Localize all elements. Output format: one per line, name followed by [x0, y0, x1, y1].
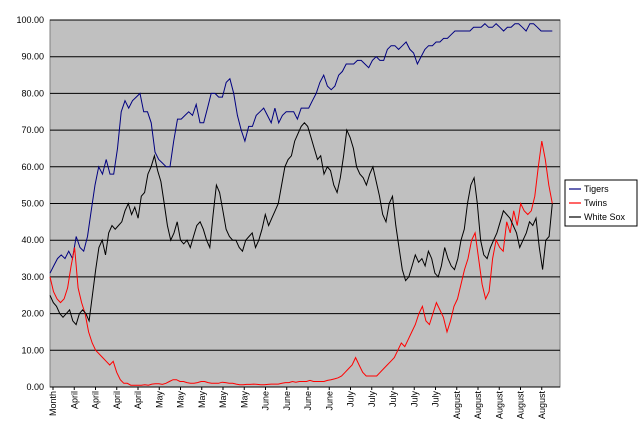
x-tick-label: May — [154, 391, 164, 409]
x-tick-label: Month — [48, 391, 58, 416]
legend-label: White Sox — [584, 212, 626, 222]
x-tick-label: April — [112, 391, 122, 409]
y-tick-label: 80.00 — [21, 88, 44, 98]
y-tick-label: 90.00 — [21, 52, 44, 62]
y-tick-label: 10.00 — [21, 345, 44, 355]
y-axis: 0.00 10.00 20.00 30.00 40.00 50.00 60.00 70.00 8… — [16, 15, 44, 392]
x-tick-label: August — [494, 391, 504, 420]
y-tick-label: 100.00 — [16, 15, 44, 25]
x-tick-label: June — [282, 391, 292, 411]
x-tick-label: August — [537, 391, 547, 420]
series-line-tigers — [49, 23, 553, 274]
y-tick-label: 40.00 — [21, 235, 44, 245]
x-tick-label: August — [473, 391, 483, 420]
x-tick-label: July — [346, 391, 356, 408]
x-tick-label: May — [239, 391, 249, 409]
series-line-white-sox — [49, 122, 553, 326]
x-tick-label: April — [133, 391, 143, 409]
x-tick-label: May — [218, 391, 228, 409]
y-tick-label: 50.00 — [21, 199, 44, 209]
x-tick-label: April — [69, 391, 79, 409]
x-tick-label: June — [261, 391, 271, 411]
x-tick-label: July — [431, 391, 441, 408]
y-tick-label: 70.00 — [21, 125, 44, 135]
y-tick-label: 20.00 — [21, 309, 44, 319]
legend: Tigers Twins White Sox — [564, 179, 638, 227]
x-axis: Month April April April April May May May May May… — [48, 387, 547, 419]
y-tick-label: 60.00 — [21, 162, 44, 172]
x-tick-label: May — [197, 391, 207, 409]
x-tick-label: April — [91, 391, 101, 409]
x-tick-label: June — [324, 391, 334, 411]
x-tick-label: June — [303, 391, 313, 411]
x-tick-label: May — [176, 391, 186, 409]
x-tick-label: July — [409, 391, 419, 408]
x-tick-label: July — [367, 391, 377, 408]
series-line-twins — [49, 141, 553, 386]
x-tick-label: August — [452, 391, 462, 420]
y-tick-label: 30.00 — [21, 272, 44, 282]
y-tick-label: 0.00 — [26, 382, 44, 392]
gridlines — [50, 19, 560, 388]
x-tick-label: August — [516, 391, 526, 420]
series-lines — [49, 23, 553, 386]
legend-label: Twins — [584, 198, 608, 208]
x-tick-label: July — [388, 391, 398, 408]
legend-label: Tigers — [584, 184, 609, 194]
